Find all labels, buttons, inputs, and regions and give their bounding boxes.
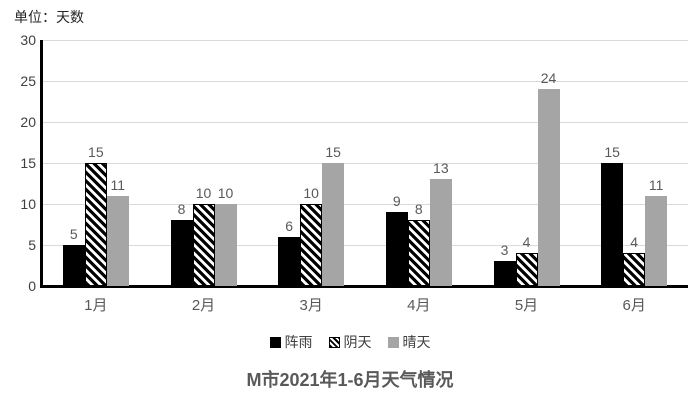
y-axis-tick-label: 0 <box>28 278 36 294</box>
bar-value-label: 15 <box>325 144 341 160</box>
y-axis-tick-label: 15 <box>20 155 36 171</box>
bar-value-label: 15 <box>88 144 104 160</box>
y-axis-tick-label: 20 <box>20 114 36 130</box>
x-axis-category-label: 4月 <box>407 297 431 314</box>
gridline <box>42 121 688 123</box>
bar-series2-month2 <box>192 204 215 286</box>
bar-series1-month6 <box>601 163 624 286</box>
y-axis-tick-label: 5 <box>28 237 36 253</box>
bar-series3-month1 <box>106 195 129 286</box>
chart-title: M市2021年1-6月天气情况 <box>246 370 454 390</box>
bar-series1-month4 <box>385 212 408 286</box>
bar-series3-month3 <box>322 163 345 286</box>
bar-value-label: 24 <box>540 70 557 87</box>
legend-label: 晴天 <box>402 334 431 350</box>
bar-value-label: 11 <box>110 176 126 193</box>
bar-value-label: 5 <box>69 226 78 242</box>
y-axis-tick-label: 30 <box>20 32 36 48</box>
legend-swatch-solid-icon <box>387 336 399 348</box>
x-axis-category-label: 3月 <box>299 297 323 314</box>
bar-series2-month4 <box>407 220 430 286</box>
legend-label: 阵雨 <box>284 334 313 350</box>
y-axis-line <box>40 40 43 287</box>
bar-series3-month4 <box>429 179 452 286</box>
y-axis-tick-label: 25 <box>20 73 36 89</box>
legend-swatch-hatched-icon <box>328 336 340 348</box>
bar-series2-month5 <box>515 253 538 286</box>
bar-series2-month3 <box>300 204 323 286</box>
bar-value-label: 10 <box>303 185 319 201</box>
chart-legend: 阵雨 阴天 晴天 <box>0 332 700 352</box>
legend-swatch-solid-icon <box>269 336 281 348</box>
bar-value-label: 10 <box>217 185 234 201</box>
bar-series1-month2 <box>170 220 193 286</box>
bar-value-label: 13 <box>433 160 449 177</box>
legend-label: 阴天 <box>343 334 372 350</box>
x-axis-category-label: 5月 <box>514 297 539 314</box>
bar-series3-month6 <box>645 195 668 286</box>
bar-series3-month2 <box>214 204 237 286</box>
gridline <box>42 162 688 164</box>
gridline <box>42 80 688 82</box>
bar-value-label: 11 <box>648 176 664 193</box>
bar-series2-month1 <box>84 163 107 286</box>
gridline <box>42 203 688 205</box>
gridline <box>42 39 688 41</box>
bar-value-label: 15 <box>604 144 620 160</box>
unit-label: 单位：天数 <box>14 9 84 25</box>
x-axis-line <box>40 285 688 288</box>
legend-item-series3: 晴天 <box>387 332 431 352</box>
bar-series1-month5 <box>493 261 516 286</box>
bar-value-label: 9 <box>392 193 401 210</box>
legend-item-series1: 阵雨 <box>269 332 313 352</box>
bar-series1-month3 <box>278 236 301 286</box>
bar-value-label: 10 <box>195 185 212 201</box>
bar-value-label: 4 <box>630 234 639 251</box>
bar-value-label: 6 <box>285 217 294 234</box>
bar-series3-month5 <box>537 89 560 286</box>
bar-value-label: 3 <box>500 242 509 259</box>
y-axis-tick-label: 10 <box>20 196 36 212</box>
x-axis-category-label: 1月 <box>84 297 108 314</box>
bar-series2-month6 <box>623 253 646 286</box>
bar-value-label: 8 <box>177 201 186 218</box>
gridline <box>42 244 688 246</box>
bar-value-label: 8 <box>414 201 423 218</box>
x-axis-category-label: 2月 <box>191 297 216 314</box>
legend-item-series2: 阴天 <box>328 332 372 352</box>
bar-value-label: 4 <box>522 234 531 251</box>
bar-series1-month1 <box>62 245 85 286</box>
x-axis-category-label: 6月 <box>622 297 646 314</box>
